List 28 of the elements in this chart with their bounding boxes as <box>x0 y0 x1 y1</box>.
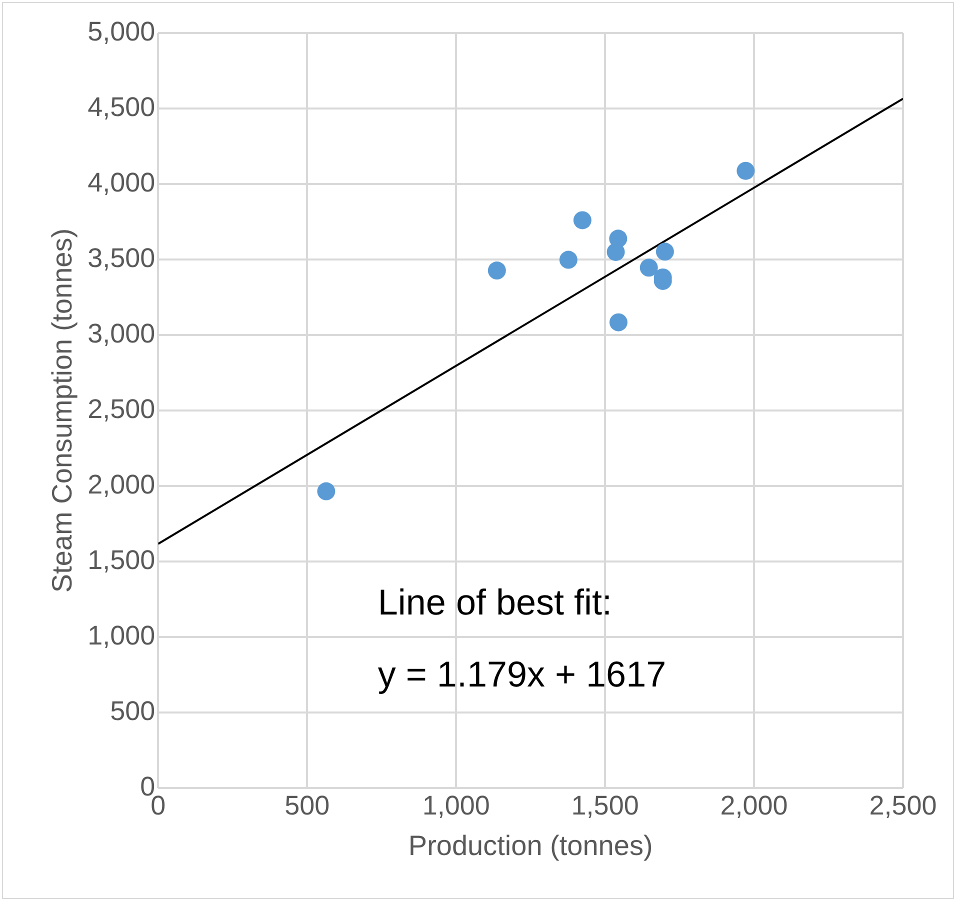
y-tick-label: 2,500 <box>88 394 156 424</box>
annotation: y = 1.179x + 1617 <box>378 653 666 694</box>
x-tick-label: 2,500 <box>869 790 937 821</box>
point <box>736 162 755 180</box>
point <box>573 211 592 230</box>
x-tick-label: 2,000 <box>720 790 788 821</box>
y-tick-label: 4,500 <box>88 92 156 122</box>
point <box>606 242 625 261</box>
point <box>488 262 506 280</box>
point <box>559 250 578 269</box>
point <box>317 482 336 500</box>
point <box>656 242 674 261</box>
x-axis-title: Production (tonnes) <box>408 830 653 861</box>
y-tick-label: 1,500 <box>88 544 156 575</box>
y-tick-label: 5,000 <box>88 16 156 46</box>
y-axis-title: Steam Consumption (tonnes) <box>46 228 78 593</box>
y-tick-label: 2,000 <box>88 469 156 500</box>
y-tick-label: 3,000 <box>88 318 156 348</box>
y-tick-label: 4,000 <box>88 167 156 198</box>
y-tick-label: 1,000 <box>88 620 156 650</box>
x-tick-label: 1,500 <box>571 790 639 821</box>
point <box>640 258 658 277</box>
y-tick-label: 500 <box>110 696 156 726</box>
x-tick-label: 500 <box>284 790 330 821</box>
point <box>609 313 628 332</box>
annotation: Line of best fit: <box>378 581 612 622</box>
x-tick-label: 1,000 <box>422 790 490 821</box>
y-tick-label: 3,500 <box>88 242 156 273</box>
